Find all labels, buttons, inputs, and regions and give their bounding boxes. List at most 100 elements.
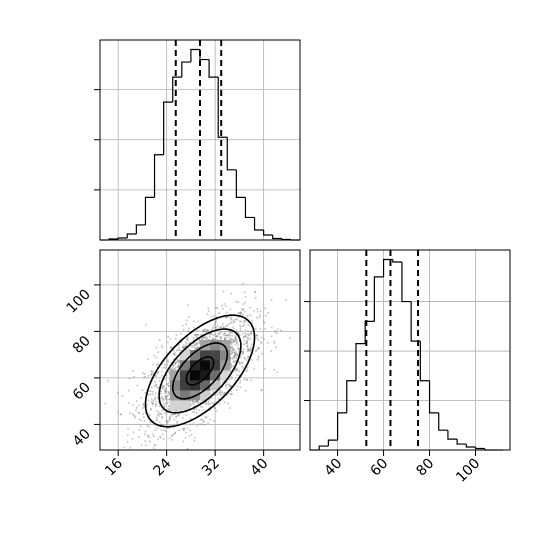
sample-point bbox=[152, 400, 155, 402]
sample-point bbox=[234, 336, 237, 339]
histogram-bin bbox=[346, 380, 356, 413]
sample-point bbox=[171, 434, 173, 437]
sample-point bbox=[246, 356, 249, 358]
sample-point bbox=[212, 402, 215, 405]
sample-point bbox=[165, 397, 168, 400]
sample-point bbox=[178, 365, 180, 367]
sample-point bbox=[209, 406, 212, 408]
sample-point bbox=[126, 434, 129, 437]
sample-point bbox=[230, 390, 233, 393]
sample-point bbox=[173, 350, 175, 352]
sample-point bbox=[152, 420, 155, 422]
sample-point bbox=[220, 337, 222, 340]
sample-point bbox=[196, 400, 199, 402]
sample-point bbox=[195, 333, 198, 336]
sample-point bbox=[192, 343, 195, 345]
sample-point bbox=[172, 365, 174, 367]
sample-point bbox=[214, 323, 217, 325]
sample-point bbox=[164, 396, 167, 399]
sample-point bbox=[152, 363, 155, 366]
sample-point bbox=[233, 355, 236, 358]
sample-point bbox=[196, 347, 199, 350]
sample-point bbox=[210, 315, 213, 318]
histogram-bin bbox=[144, 196, 155, 225]
sample-point bbox=[187, 330, 189, 332]
sample-point bbox=[224, 339, 226, 341]
sample-point bbox=[204, 401, 207, 403]
sample-point bbox=[226, 316, 229, 318]
sample-point bbox=[209, 419, 211, 421]
sample-point bbox=[123, 446, 125, 449]
axes-frame bbox=[99, 39, 301, 241]
histogram-bin bbox=[456, 439, 467, 445]
sample-point bbox=[231, 319, 233, 321]
sample-point bbox=[255, 334, 258, 337]
sample-point bbox=[235, 342, 238, 344]
sample-point bbox=[215, 318, 218, 321]
sample-point bbox=[167, 382, 170, 385]
sample-point bbox=[227, 329, 229, 332]
sample-point bbox=[231, 326, 234, 329]
sample-point bbox=[162, 367, 164, 369]
sample-point bbox=[155, 416, 158, 419]
sample-point bbox=[196, 336, 198, 339]
sample-point bbox=[256, 310, 259, 313]
sample-point bbox=[222, 393, 225, 396]
sample-point bbox=[133, 376, 135, 378]
sample-point bbox=[178, 429, 180, 431]
sample-point bbox=[161, 416, 163, 418]
sample-point bbox=[253, 291, 256, 294]
sample-point bbox=[212, 391, 215, 393]
sample-point bbox=[201, 418, 203, 421]
sample-point bbox=[220, 326, 222, 329]
sample-point bbox=[178, 366, 180, 368]
sample-point bbox=[171, 368, 174, 371]
sample-point bbox=[202, 331, 204, 333]
sample-point bbox=[230, 375, 233, 378]
sample-point bbox=[132, 404, 134, 406]
sample-point bbox=[229, 346, 232, 349]
sample-point bbox=[152, 402, 155, 404]
sample-point bbox=[215, 409, 218, 412]
histogram-bin bbox=[135, 224, 146, 234]
histogram-bin bbox=[447, 430, 458, 440]
sample-point bbox=[204, 335, 207, 338]
sample-point bbox=[240, 311, 242, 314]
sample-point bbox=[148, 440, 151, 443]
density-cell bbox=[190, 380, 201, 391]
sample-point bbox=[208, 402, 211, 405]
sample-point bbox=[177, 359, 180, 362]
sample-point bbox=[174, 364, 177, 366]
sample-point bbox=[127, 427, 129, 430]
sample-point bbox=[234, 352, 237, 355]
sample-point bbox=[242, 366, 245, 369]
sample-point bbox=[170, 347, 173, 349]
sample-point bbox=[228, 385, 231, 388]
sample-point bbox=[264, 314, 267, 317]
sample-point bbox=[160, 413, 163, 416]
sample-point bbox=[257, 355, 260, 357]
sample-point bbox=[246, 348, 249, 350]
sample-point bbox=[193, 407, 196, 410]
sample-point bbox=[128, 377, 131, 380]
sample-point bbox=[258, 346, 260, 349]
sample-point bbox=[196, 424, 199, 427]
sample-point bbox=[141, 407, 144, 409]
sample-point bbox=[242, 303, 245, 305]
sample-point bbox=[157, 413, 160, 415]
sample-point bbox=[239, 362, 241, 364]
sample-point bbox=[182, 345, 184, 348]
sample-point bbox=[210, 397, 213, 399]
histogram-bin bbox=[438, 412, 448, 431]
sample-point bbox=[161, 387, 164, 390]
sample-point bbox=[203, 337, 205, 339]
sample-point bbox=[165, 420, 167, 422]
sample-point bbox=[181, 427, 184, 430]
sample-point bbox=[149, 393, 152, 396]
sample-point bbox=[177, 349, 180, 351]
sample-point bbox=[164, 389, 167, 392]
sample-point bbox=[222, 333, 225, 336]
sample-point bbox=[175, 362, 177, 364]
sample-point bbox=[223, 326, 225, 329]
